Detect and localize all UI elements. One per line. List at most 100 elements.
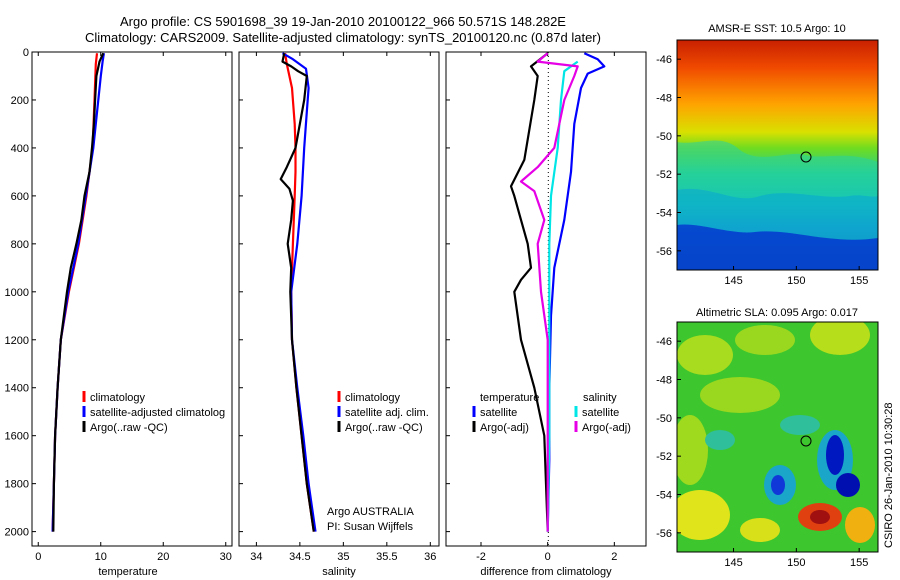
y-tick-label: 1600 [5, 431, 29, 443]
legend-label-sal-satellite: satellite [582, 407, 619, 419]
sla-blob [740, 518, 780, 542]
sla-heatmap [677, 322, 878, 552]
sla-blob [677, 335, 733, 375]
salinity-series [239, 51, 317, 533]
sla-profile-marker [800, 435, 812, 447]
legend-header-temperature: temperature [480, 392, 539, 404]
figure-title-line1: Argo profile: CS 5901698_39 19-Jan-2010 … [120, 14, 566, 29]
difference-legend: temperature satellite Argo(-adj) salinit… [472, 392, 631, 434]
salinity-x-ticks: 34 34.5 35 35.5 36 [250, 52, 436, 563]
series-line-1 [509, 52, 549, 532]
sst-map-panel: AMSR-E SST: 10.5 Argo: 10 -46 -48 -50 -52 -5… [656, 23, 879, 287]
credit-timestamp: CSIRO 26-Jan-2010 10:30:28 [883, 402, 895, 548]
y-tick-label: 400 [11, 143, 29, 155]
salinity-legend: climatology satellite adj. clim. Argo(..… [337, 391, 429, 434]
series-line-1 [281, 52, 317, 532]
series-line-2 [279, 52, 315, 532]
sla-y-ticks: -46 -48 -50 -52 -54 -56 [656, 336, 681, 540]
map-y-tick-label: -48 [656, 375, 672, 387]
sla-blob [700, 377, 780, 413]
series-line-3 [519, 52, 579, 532]
series-line-0 [546, 52, 606, 532]
sla-blob [705, 430, 735, 450]
x-tick-label: 35 [337, 551, 349, 563]
map-y-tick-label: -54 [656, 490, 672, 502]
map-y-tick-label: -56 [656, 528, 672, 540]
temperature-axes [31, 51, 233, 547]
map-y-tick-label: -56 [656, 246, 672, 258]
map-y-tick-label: -50 [656, 131, 672, 143]
sla-blob [771, 475, 785, 495]
sla-blob [677, 415, 708, 485]
temperature-panel: 0 200 400 600 800 1000 1200 1400 1600 1800 2000 0 1… [5, 47, 233, 578]
series-line-1 [51, 53, 105, 532]
x-tick-label: 0 [545, 551, 551, 563]
legend-header-salinity: salinity [583, 392, 617, 404]
sla-blob [810, 322, 870, 355]
sla-blob [735, 325, 795, 355]
sst-profile-marker [800, 151, 812, 163]
legend-label-temp-argo: Argo(-adj) [480, 422, 529, 434]
sst-heatmap [677, 40, 878, 270]
legend-label-climatology: climatology [90, 392, 146, 404]
y-tick-label: 800 [11, 239, 29, 251]
pi-annotation: PI: Susan Wijffels [327, 521, 413, 533]
legend-label-sal-argo: Argo(-adj) [582, 422, 631, 434]
x-tick-label: 34 [250, 551, 262, 563]
sla-map-title: Altimetric SLA: 0.095 Argo: 0.017 [696, 307, 858, 319]
difference-axes [445, 51, 647, 547]
y-tick-label: 1800 [5, 479, 29, 491]
sla-blob [826, 435, 844, 475]
x-tick-label: 30 [220, 551, 232, 563]
legend-label-satellite: satellite adj. clim. [345, 407, 429, 419]
legend-label-argo: Argo(..raw -QC) [90, 422, 168, 434]
map-y-tick-label: -52 [656, 169, 672, 181]
figure-title-line2: Climatology: CARS2009. Satellite-adjuste… [85, 30, 601, 45]
owner-annotation: Argo AUSTRALIA [327, 506, 414, 518]
map-x-tick-label: 150 [787, 557, 805, 569]
map-x-tick-label: 155 [850, 557, 868, 569]
x-tick-label: 0 [35, 551, 41, 563]
sla-blob [677, 490, 730, 540]
map-x-tick-label: 145 [724, 275, 742, 287]
x-tick-label: 2 [611, 551, 617, 563]
difference-panel: -2 0 2 difference from climatology tempera… [445, 51, 647, 578]
series-line-0 [51, 53, 99, 532]
map-y-tick-label: -46 [656, 336, 672, 348]
map-y-tick-label: -52 [656, 451, 672, 463]
y-tick-label: 1000 [5, 287, 29, 299]
x-tick-label: 20 [157, 551, 169, 563]
map-y-tick-label: -54 [656, 208, 672, 220]
map-x-tick-label: 155 [850, 275, 868, 287]
sst-map-frame [676, 39, 879, 271]
salinity-panel: 34 34.5 35 35.5 36 salinity climatology sate… [238, 51, 440, 578]
sst-x-ticks: 145 150 155 [724, 266, 868, 287]
sst-y-ticks: -46 -48 -50 -52 -54 -56 [656, 54, 681, 258]
y-tick-label: 2000 [5, 527, 29, 539]
temperature-series [51, 52, 105, 532]
temperature-xlabel: temperature [98, 566, 157, 578]
sla-blob [845, 507, 875, 543]
sla-x-ticks: 145 150 155 [724, 548, 868, 569]
x-tick-label: 10 [95, 551, 107, 563]
legend-label-temp-satellite: satellite [480, 407, 517, 419]
sst-map-title: AMSR-E SST: 10.5 Argo: 10 [708, 23, 846, 35]
y-tick-label: 0 [23, 47, 29, 59]
sst-coldest-water [677, 224, 878, 270]
y-tick-label: 1400 [5, 383, 29, 395]
y-tick-label: 200 [11, 95, 29, 107]
map-y-tick-label: -50 [656, 413, 672, 425]
salinity-axes [238, 51, 440, 547]
temperature-y-ticks: 0 200 400 600 800 1000 1200 1400 1600 1800 2000 [5, 47, 36, 539]
legend-label-argo: Argo(..raw -QC) [345, 422, 423, 434]
sla-map-panel: Altimetric SLA: 0.095 Argo: 0.017 -46 -48… [656, 307, 879, 569]
x-tick-label: 34.5 [289, 551, 310, 563]
map-y-tick-label: -46 [656, 54, 672, 66]
difference-xlabel: difference from climatology [480, 566, 612, 578]
sla-blob [810, 510, 830, 524]
temperature-x-ticks: 0 10 20 30 [35, 52, 232, 563]
map-x-tick-label: 145 [724, 557, 742, 569]
difference-series [446, 51, 606, 533]
x-tick-label: 36 [424, 551, 436, 563]
